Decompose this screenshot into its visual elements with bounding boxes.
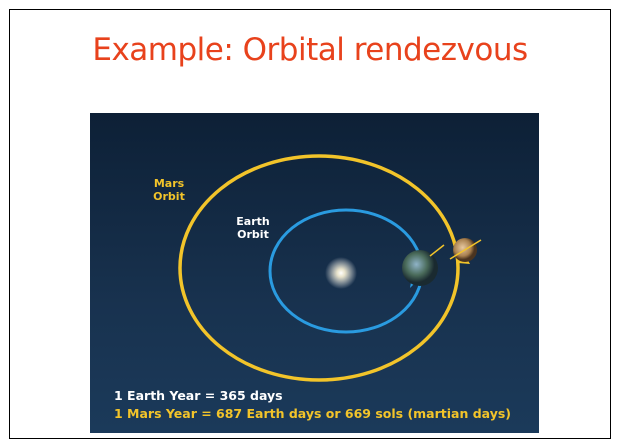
caption-line: 1 Earth Year = 365 days — [114, 388, 283, 403]
mars-orbit-label: Mars — [154, 177, 185, 190]
caption-line: 1 Mars Year = 687 Earth days or 669 sols… — [114, 406, 511, 421]
page: Example: Orbital rendezvous — [0, 0, 621, 426]
mars-orbit-label: Orbit — [153, 190, 185, 203]
earth-orbit-label: Orbit — [237, 228, 269, 241]
earth — [402, 250, 438, 286]
slide-title: Example: Orbital rendezvous — [10, 32, 610, 68]
sun — [325, 257, 357, 289]
slide: Example: Orbital rendezvous — [9, 9, 611, 439]
orbit-image: Mars Orbit Earth Orbit 1 Earth Year = 36… — [90, 113, 539, 433]
background — [90, 113, 539, 433]
earth-orbit-label: Earth — [236, 215, 269, 228]
